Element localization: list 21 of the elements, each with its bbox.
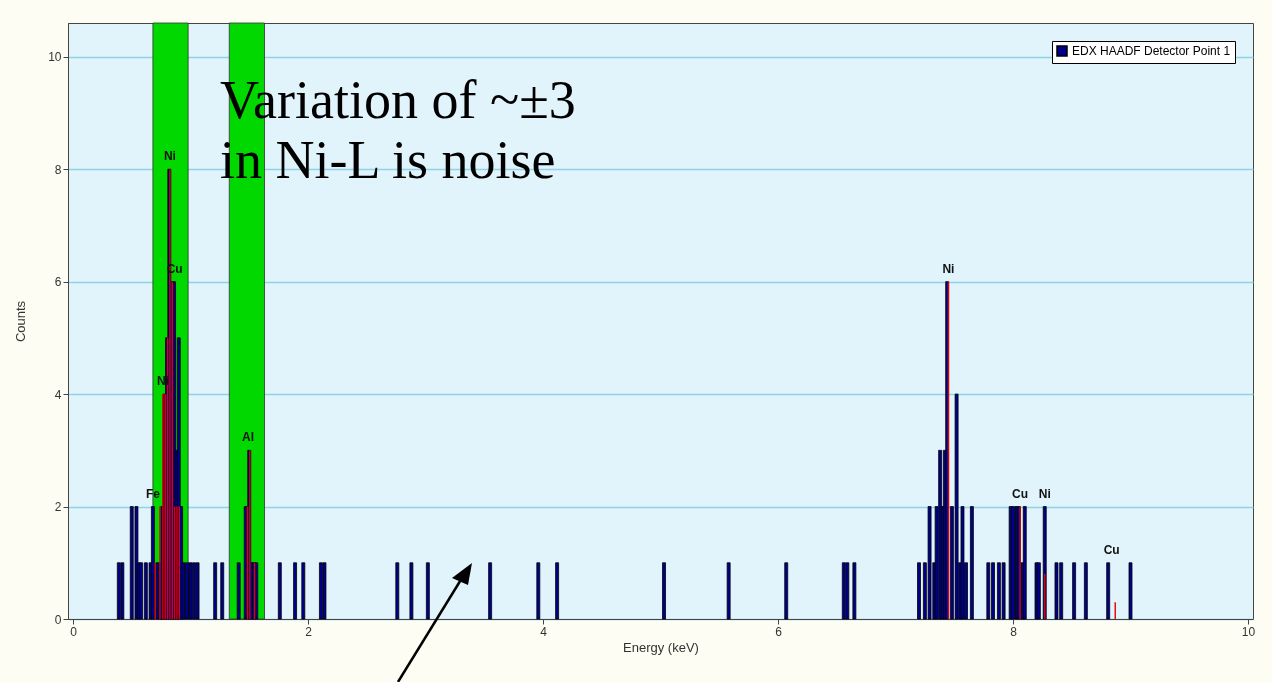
y-axis-title: Counts — [13, 300, 29, 343]
x-tick-label: 8 — [1010, 624, 1018, 639]
y-tick-label: 4 — [54, 387, 62, 402]
y-tick-label: 8 — [54, 162, 62, 177]
x-tick-label: 0 — [70, 624, 78, 639]
annotation: Cu — [1012, 486, 1029, 501]
x-tick-label: 6 — [775, 624, 783, 639]
annotation: Cu — [1103, 542, 1120, 557]
x-tick-label: 10 — [1241, 624, 1256, 639]
x-tick-label: 4 — [540, 624, 548, 639]
legend-label: EDX HAADF Detector Point 1 — [1072, 44, 1231, 58]
annotation: Ni — [1038, 486, 1051, 501]
y-tick-label: 0 — [54, 612, 62, 627]
y-tick-label: 2 — [54, 500, 62, 515]
x-tick-label: 2 — [305, 624, 313, 639]
annotation: Ni — [163, 149, 176, 164]
annotation: Al — [242, 430, 255, 445]
y-tick-label: 10 — [48, 50, 62, 65]
x-axis-title: Energy (keV) — [623, 639, 699, 655]
annotation: Ni — [942, 261, 955, 276]
y-tick-label: 6 — [54, 275, 62, 290]
